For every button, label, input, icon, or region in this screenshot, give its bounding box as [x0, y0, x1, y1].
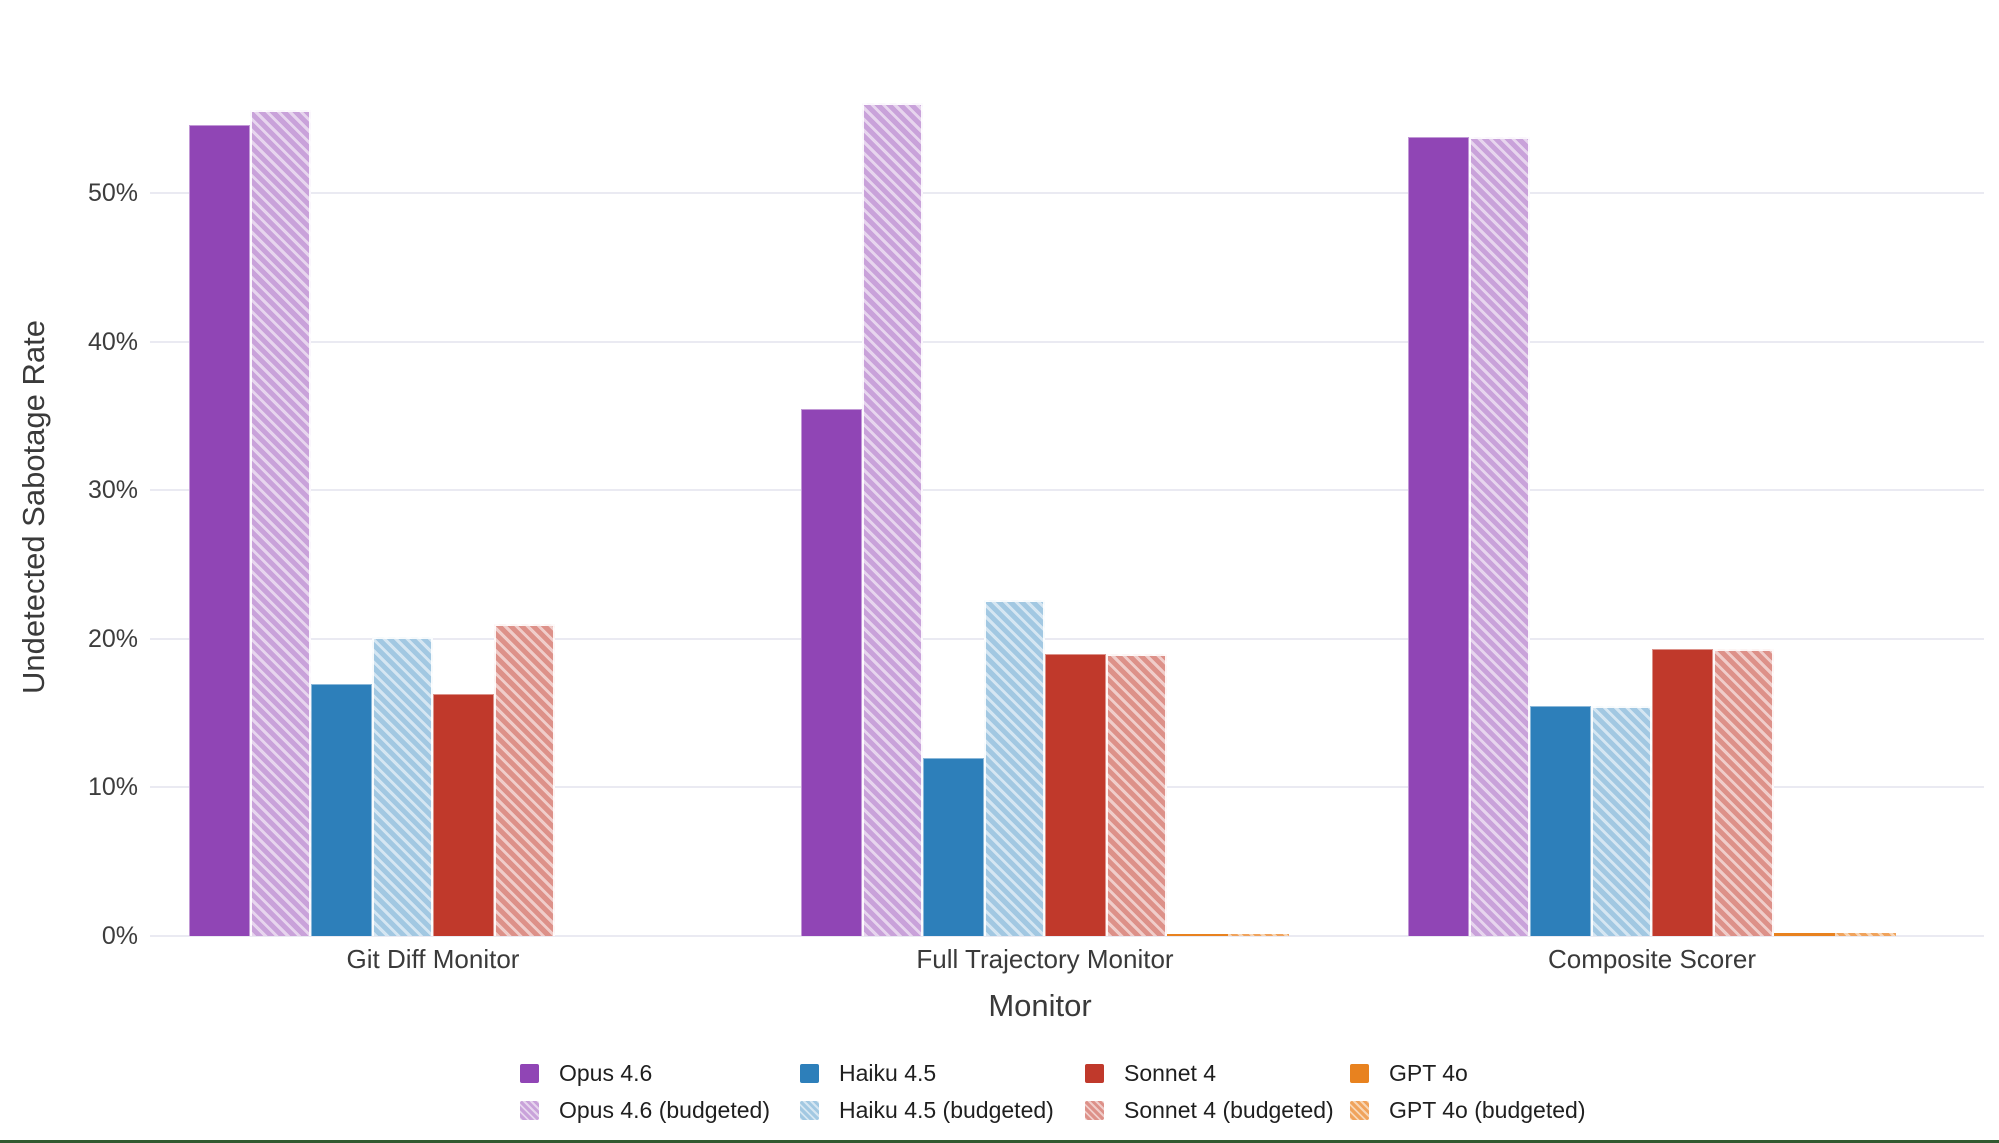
legend-label: GPT 4o: [1389, 1060, 1468, 1086]
bar-sonnet-4-git-diff-monitor: [433, 694, 494, 936]
legend-item-haiku-4-5-budgeted: Haiku 4.5 (budgeted): [800, 1097, 1054, 1123]
gridline-40pct: [150, 340, 1984, 343]
y-tick-label-20: 20%: [87, 624, 138, 653]
legend-label: Sonnet 4: [1124, 1060, 1217, 1086]
bar-opus-4-6-budgeted-git-diff-monitor: [250, 110, 311, 936]
bar-sonnet-4-budgeted-git-diff-monitor: [494, 624, 555, 936]
legend-label: GPT 4o (budgeted): [1389, 1097, 1586, 1123]
bar-haiku-4-5-composite-scorer: [1530, 706, 1591, 936]
legend-swatch-gpt-4o-icon: [1350, 1063, 1369, 1083]
legend-swatch-sonnet-4-icon: [1085, 1063, 1104, 1083]
bar-opus-4-6-full-trajectory-monitor: [801, 409, 862, 936]
bar-sonnet-4-full-trajectory-monitor: [1045, 654, 1106, 936]
bar-sonnet-4-composite-scorer: [1652, 649, 1713, 936]
bar-haiku-4-5-budgeted-git-diff-monitor: [372, 637, 433, 936]
bar-opus-4-6-budgeted-composite-scorer: [1469, 137, 1530, 936]
bar-gpt-4o-budgeted-composite-scorer: [1835, 933, 1896, 936]
x-axis-title: Monitor: [988, 988, 1092, 1023]
bar-opus-4-6-git-diff-monitor: [189, 125, 250, 936]
legend-item-sonnet-4-budgeted: Sonnet 4 (budgeted): [1085, 1097, 1334, 1123]
gridline-50pct: [150, 192, 1984, 195]
bar-haiku-4-5-budgeted-full-trajectory-monitor: [984, 600, 1045, 936]
bar-group-git-diff-monitor: [189, 79, 677, 936]
legend-item-opus-4-6-budgeted: Opus 4.6 (budgeted): [520, 1097, 770, 1123]
bar-gpt-4o-full-trajectory-monitor: [1167, 934, 1228, 936]
bar-sonnet-4-budgeted-full-trajectory-monitor: [1106, 654, 1167, 936]
y-tick-label-40: 40%: [87, 327, 138, 356]
y-tick-label-10: 10%: [87, 773, 138, 802]
y-tick-label-50: 50%: [87, 179, 138, 208]
plot-area: [150, 79, 1984, 937]
legend-item-sonnet-4: Sonnet 4: [1085, 1060, 1216, 1086]
legend-label: Opus 4.6: [559, 1060, 653, 1086]
legend-swatch-opus-4-6-icon: [520, 1063, 539, 1083]
gridline-20pct: [150, 637, 1984, 640]
bar-gpt-4o-composite-scorer: [1774, 933, 1835, 936]
bar-haiku-4-5-budgeted-composite-scorer: [1591, 706, 1652, 936]
legend-swatch-gpt-4o-budgeted-hatched-icon: [1350, 1100, 1369, 1120]
legend-swatch-sonnet-4-budgeted-hatched-icon: [1085, 1100, 1104, 1120]
bar-gpt-4o-budgeted-full-trajectory-monitor: [1228, 934, 1289, 936]
bar-haiku-4-5-full-trajectory-monitor: [923, 758, 984, 936]
legend-item-opus-4-6: Opus 4.6: [520, 1060, 652, 1086]
legend-label: Opus 4.6 (budgeted): [559, 1097, 770, 1123]
gridline-30pct: [150, 489, 1984, 492]
gridline-0pct: [150, 935, 1984, 937]
legend-label: Sonnet 4 (budgeted): [1124, 1097, 1334, 1123]
window-bottom-edge: [0, 1140, 1999, 1143]
x-tick-label-composite-scorer: Composite Scorer: [1547, 944, 1757, 974]
bar-haiku-4-5-git-diff-monitor: [311, 684, 372, 936]
legend-swatch-haiku-4-5-icon: [800, 1063, 819, 1083]
bar-opus-4-6-composite-scorer: [1408, 137, 1469, 936]
legend-swatch-opus-4-6-budgeted-hatched-icon: [520, 1100, 539, 1120]
y-tick-label-30: 30%: [87, 476, 138, 505]
bar-opus-4-6-budgeted-full-trajectory-monitor: [862, 103, 923, 936]
legend-item-gpt-4o-budgeted: GPT 4o (budgeted): [1350, 1097, 1585, 1123]
x-tick-label-full-trajectory-monitor: Full Trajectory Monitor: [916, 944, 1174, 974]
legend-label: Haiku 4.5: [839, 1060, 937, 1086]
legend-item-gpt-4o: GPT 4o: [1350, 1060, 1468, 1086]
x-tick-label-git-diff-monitor: Git Diff Monitor: [346, 944, 520, 974]
y-tick-label-0: 0%: [101, 922, 138, 950]
legend-swatch-haiku-4-5-budgeted-hatched-icon: [800, 1100, 819, 1120]
legend-label: Haiku 4.5 (budgeted): [839, 1097, 1054, 1123]
bar-group-composite-scorer: [1408, 79, 1896, 936]
bar-group-full-trajectory-monitor: [801, 79, 1289, 936]
bar-sonnet-4-budgeted-composite-scorer: [1713, 649, 1774, 936]
legend-item-haiku-4-5: Haiku 4.5: [800, 1060, 936, 1086]
